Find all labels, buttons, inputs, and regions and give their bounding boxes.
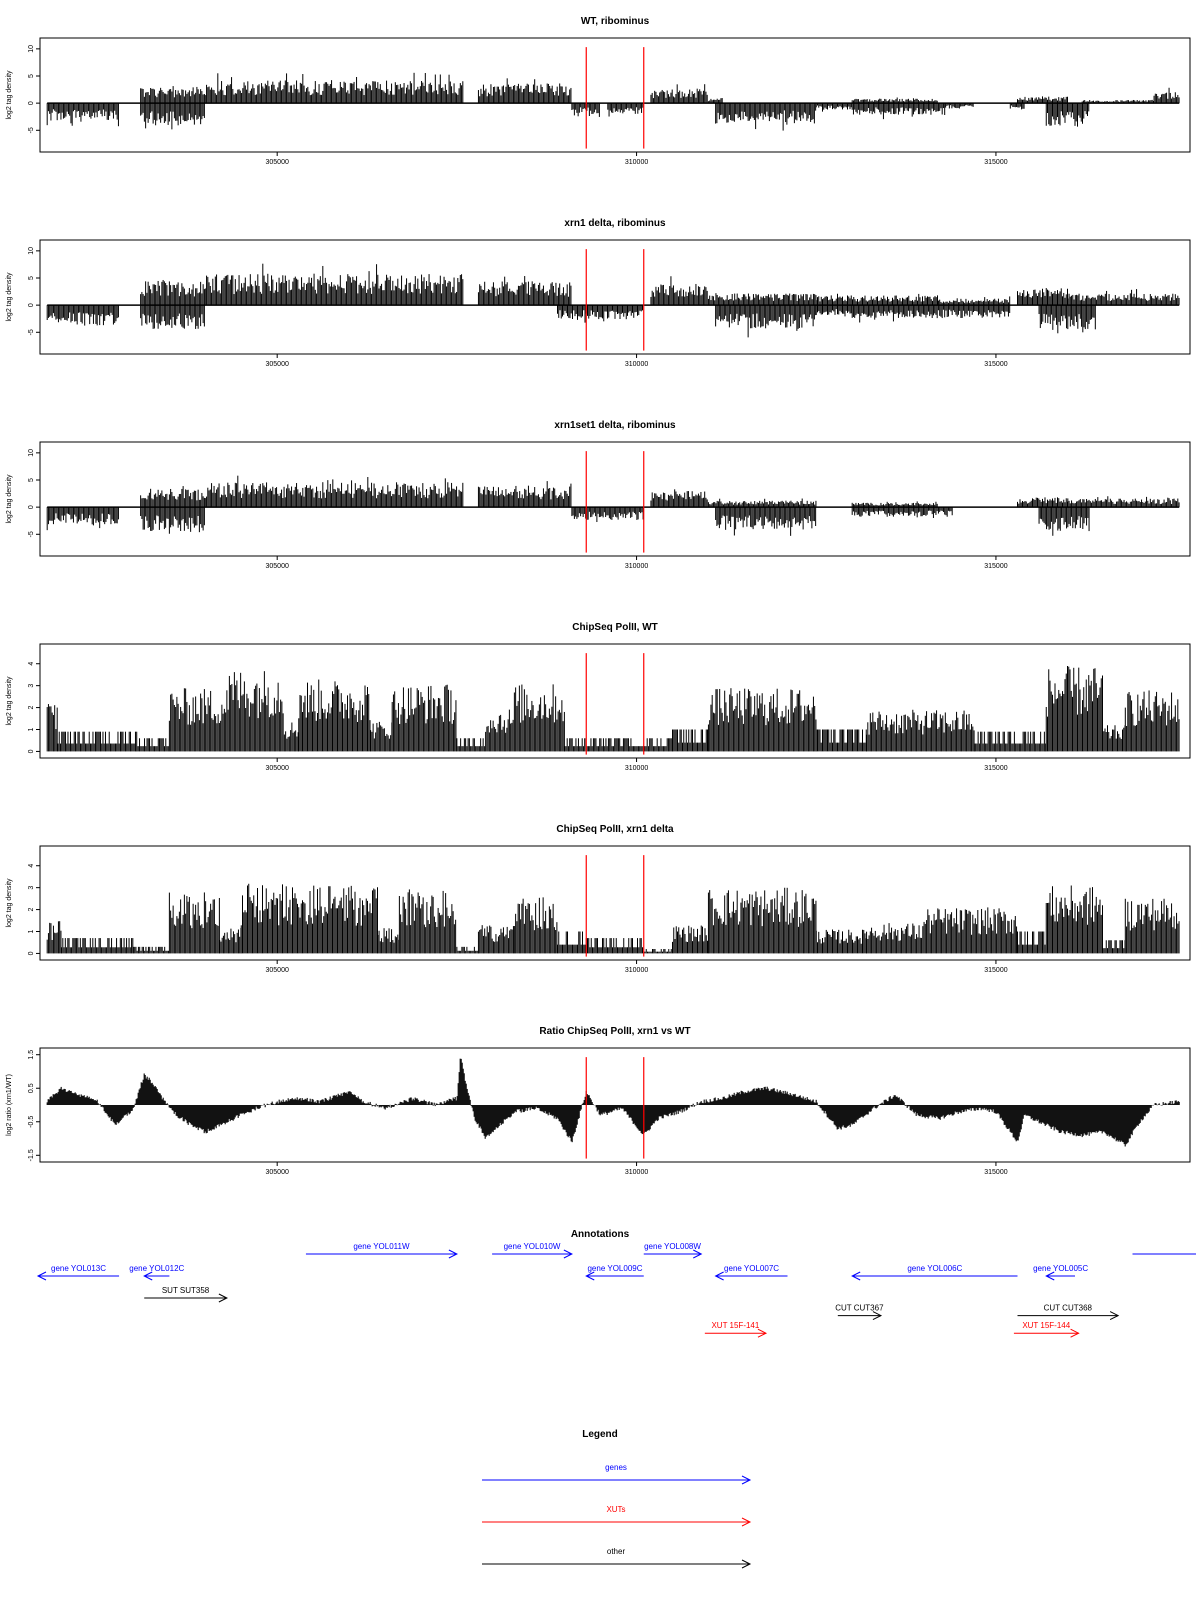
y-tick-label: 5 [28,478,35,482]
y-tick-label: 2 [28,706,35,710]
y-axis-label: log2 tag density [6,272,13,322]
panel-title: ChipSeq PolII, WT [572,622,658,633]
data-marks [46,263,1180,338]
x-tick-label: 315000 [984,159,1007,166]
panel-title: xrn1 delta, ribominus [564,218,666,229]
x-tick-label: 305000 [266,159,289,166]
y-tick-label: 10 [28,449,35,457]
x-tick-label: 310000 [625,159,648,166]
y-axis-label: log2 tag density [6,474,13,524]
x-tick-label: 305000 [266,563,289,570]
y-tick-label: 10 [28,247,35,255]
y-tick-label: 0 [28,303,35,307]
y-tick-label: -5 [28,329,35,335]
x-tick-label: 310000 [625,563,648,570]
plot-frame [39,239,1191,355]
x-tick-label: 310000 [625,765,648,772]
chart-panel-3: xrn1set1 delta, ribominus log2 tag densit… [6,420,1191,570]
x-tick-label: 315000 [984,563,1007,570]
chart-panel-1: WT, ribominus log2 tag density -5 0 5 10 30500… [6,16,1191,166]
x-tick-label: 310000 [625,361,648,368]
y-axis-label: log2 tag density [6,878,13,928]
y-tick-label: 5 [28,74,35,78]
y-tick-label: 4 [28,662,35,666]
panel-title: ChipSeq PolII, xrn1 delta [556,824,674,835]
data-marks [46,475,1180,536]
x-tick-label: 305000 [266,765,289,772]
x-tick-label: 315000 [984,361,1007,368]
y-axis-label: log2 tag density [6,70,13,120]
data-marks [46,883,1180,954]
y-tick-label: 0 [28,505,35,509]
panel-title: xrn1set1 delta, ribominus [554,420,676,431]
chart-panel-5: ChipSeq PolII, xrn1 delta log2 tag densit… [6,824,1191,974]
y-tick-label: 5 [28,276,35,280]
x-tick-label: 315000 [984,765,1007,772]
chart-panel-2: xrn1 delta, ribominus log2 tag density -5 0… [6,218,1191,368]
y-tick-label: 3 [28,684,35,688]
y-tick-label: 1 [28,727,35,731]
y-tick-label: -5 [28,127,35,133]
data-marks [46,666,1180,752]
panel-title: WT, ribominus [581,16,650,27]
plot-frame [39,441,1191,557]
y-tick-label: 0 [28,101,35,105]
plot-frame [39,643,1191,759]
y-axis-label: log2 tag density [6,676,13,726]
y-tick-label: 10 [28,45,35,53]
y-tick-label: 0 [28,749,35,753]
plot-frame [39,37,1191,153]
chart-panel-4: ChipSeq PolII, WT log2 tag density 0 1 2 3 4 30… [6,622,1191,772]
x-tick-label: 305000 [266,361,289,368]
data-marks [46,72,1180,131]
y-tick-label: -5 [28,531,35,537]
